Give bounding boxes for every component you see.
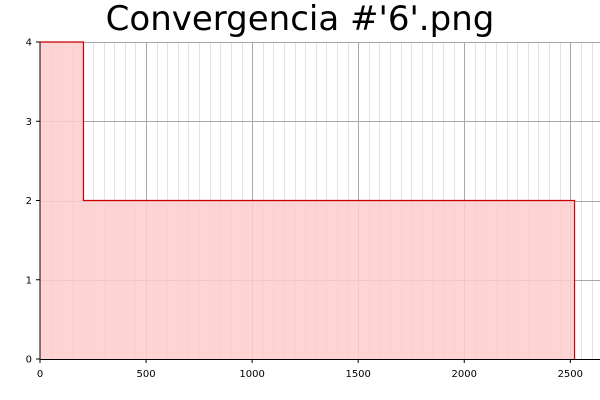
x-tick-label: 2000: [452, 369, 477, 380]
y-tick-label: 3: [26, 117, 32, 128]
y-tick-label: 0: [26, 355, 32, 366]
x-tick-label: 500: [137, 369, 156, 380]
x-tick-label: 1000: [239, 369, 264, 380]
x-tick-label: 2500: [558, 369, 583, 380]
x-tick-label: 1500: [345, 369, 370, 380]
y-tick-label: 2: [26, 196, 32, 207]
y-tick-label: 4: [26, 38, 32, 49]
series-layer: [40, 41, 576, 359]
x-tick-label: 0: [37, 369, 43, 380]
chart-title: Convergencia #'6'.png: [105, 0, 495, 39]
y-tick-label: 1: [26, 275, 32, 286]
axes: [36, 41, 600, 363]
series-line-0: [40, 41, 576, 359]
tick-labels: 0 500 1000 1500 2000 2500 0 1 2 3 4: [26, 38, 583, 381]
